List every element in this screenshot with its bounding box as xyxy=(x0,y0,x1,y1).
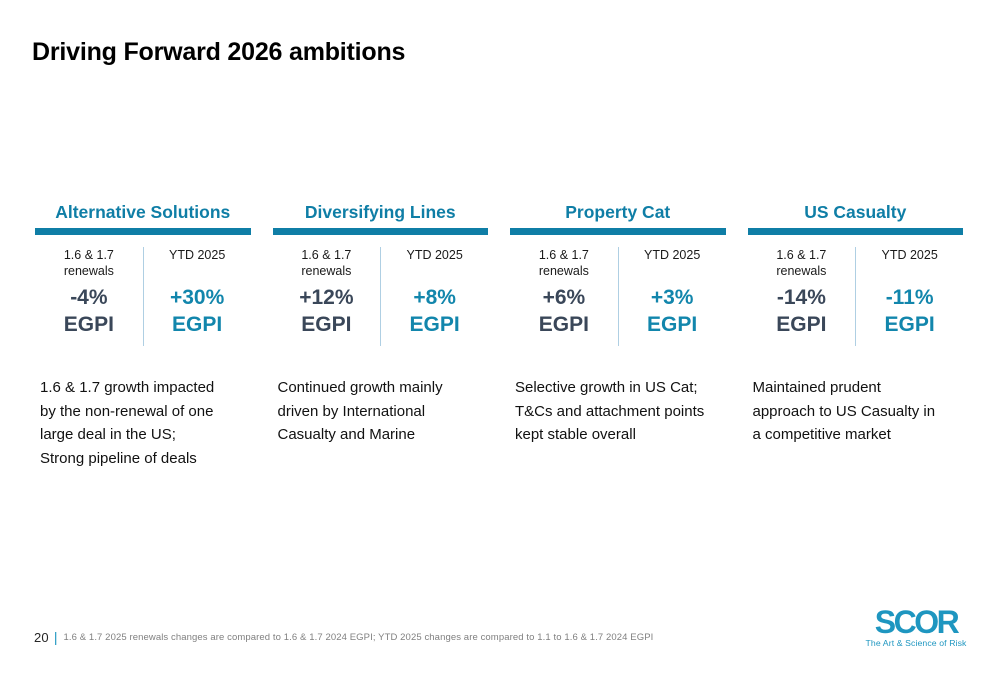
renewals-label: 1.6 & 1.7 renewals xyxy=(538,248,589,278)
renewals-value: -14% xyxy=(776,286,826,309)
category-description: Maintained prudent approach to US Casual… xyxy=(752,379,936,443)
ytd-label: YTD 2025 xyxy=(168,248,226,262)
renewals-stat: 1.6 & 1.7 renewals -14% EGPI xyxy=(748,247,856,346)
stats-row: 1.6 & 1.7 renewals +12% EGPI YTD 2025 +8… xyxy=(273,247,489,346)
category-description: 1.6 & 1.7 growth impacted by the non-ren… xyxy=(40,379,215,467)
page-title: Driving Forward 2026 ambitions xyxy=(32,38,406,66)
category-description: Continued growth mainly driven by Intern… xyxy=(277,379,443,443)
renewals-unit: EGPI xyxy=(63,313,114,336)
renewals-unit: EGPI xyxy=(776,313,827,336)
stats-row: 1.6 & 1.7 renewals -4% EGPI YTD 2025 +30… xyxy=(35,247,251,346)
scor-logo-tagline: The Art & Science of Risk xyxy=(865,638,967,648)
footer-separator: | xyxy=(53,629,58,645)
scor-logo-wordmark: SCOR xyxy=(874,604,960,640)
ytd-label: YTD 2025 xyxy=(406,248,463,262)
ytd-stat: YTD 2025 -11% EGPI xyxy=(855,247,963,346)
ytd-unit: EGPI xyxy=(884,313,935,336)
renewals-label: 1.6 & 1.7 renewals xyxy=(63,248,114,278)
renewals-label: 1.6 & 1.7 renewals xyxy=(301,248,352,278)
header-underline-bar xyxy=(35,228,251,235)
stats-row: 1.6 & 1.7 renewals -14% EGPI YTD 2025 -1… xyxy=(748,247,964,346)
ytd-label: YTD 2025 xyxy=(881,248,938,262)
header-underline-bar xyxy=(272,228,488,235)
category-card-alternative-solutions: Alternative Solutions 1.6 & 1.7 renewals… xyxy=(35,201,251,470)
footnote-text: 1.6 & 1.7 2025 renewals changes are comp… xyxy=(63,631,654,643)
renewals-value: +12% xyxy=(299,286,354,309)
ytd-value: +3% xyxy=(650,286,694,309)
stats-row: 1.6 & 1.7 renewals +6% EGPI YTD 2025 +3%… xyxy=(510,247,726,346)
category-header: Alternative Solutions xyxy=(55,202,231,222)
renewals-value: +6% xyxy=(542,286,586,309)
slide-footer: 20 | 1.6 & 1.7 2025 renewals changes are… xyxy=(34,629,653,645)
category-card-property-cat: Property Cat 1.6 & 1.7 renewals +6% EGPI… xyxy=(510,201,726,470)
ytd-value: +8% xyxy=(413,286,456,309)
scor-logo: SCOR The Art & Science of Risk xyxy=(860,604,972,648)
ytd-label: YTD 2025 xyxy=(643,248,701,262)
renewals-stat: 1.6 & 1.7 renewals +6% EGPI xyxy=(510,247,618,346)
renewals-unit: EGPI xyxy=(538,313,589,336)
page-number: 20 xyxy=(34,629,49,645)
ytd-unit: EGPI xyxy=(647,313,698,336)
ytd-value: -11% xyxy=(885,286,934,309)
ytd-stat: YTD 2025 +3% EGPI xyxy=(617,247,726,346)
category-header: US Casualty xyxy=(804,202,907,222)
ytd-stat: YTD 2025 +8% EGPI xyxy=(380,247,488,346)
category-card-diversifying-lines: Diversifying Lines 1.6 & 1.7 renewals +1… xyxy=(272,201,489,470)
columns-container: Alternative Solutions 1.6 & 1.7 renewals… xyxy=(35,201,963,470)
category-description: Selective growth in US Cat; T&Cs and att… xyxy=(515,379,705,443)
ytd-stat: YTD 2025 +30% EGPI xyxy=(142,247,251,346)
ytd-unit: EGPI xyxy=(409,313,460,336)
category-header: Property Cat xyxy=(565,202,671,222)
category-card-us-casualty: US Casualty 1.6 & 1.7 renewals -14% EGPI… xyxy=(747,201,964,470)
renewals-unit: EGPI xyxy=(301,313,352,336)
renewals-stat: 1.6 & 1.7 renewals -4% EGPI xyxy=(35,247,143,346)
ytd-value: +30% xyxy=(169,286,225,309)
renewals-value: -4% xyxy=(70,286,108,309)
renewals-label: 1.6 & 1.7 renewals xyxy=(776,248,827,278)
header-underline-bar xyxy=(510,228,726,235)
header-underline-bar xyxy=(747,228,963,235)
ytd-unit: EGPI xyxy=(172,313,223,336)
category-header: Diversifying Lines xyxy=(304,202,456,222)
renewals-stat: 1.6 & 1.7 renewals +12% EGPI xyxy=(273,247,381,346)
